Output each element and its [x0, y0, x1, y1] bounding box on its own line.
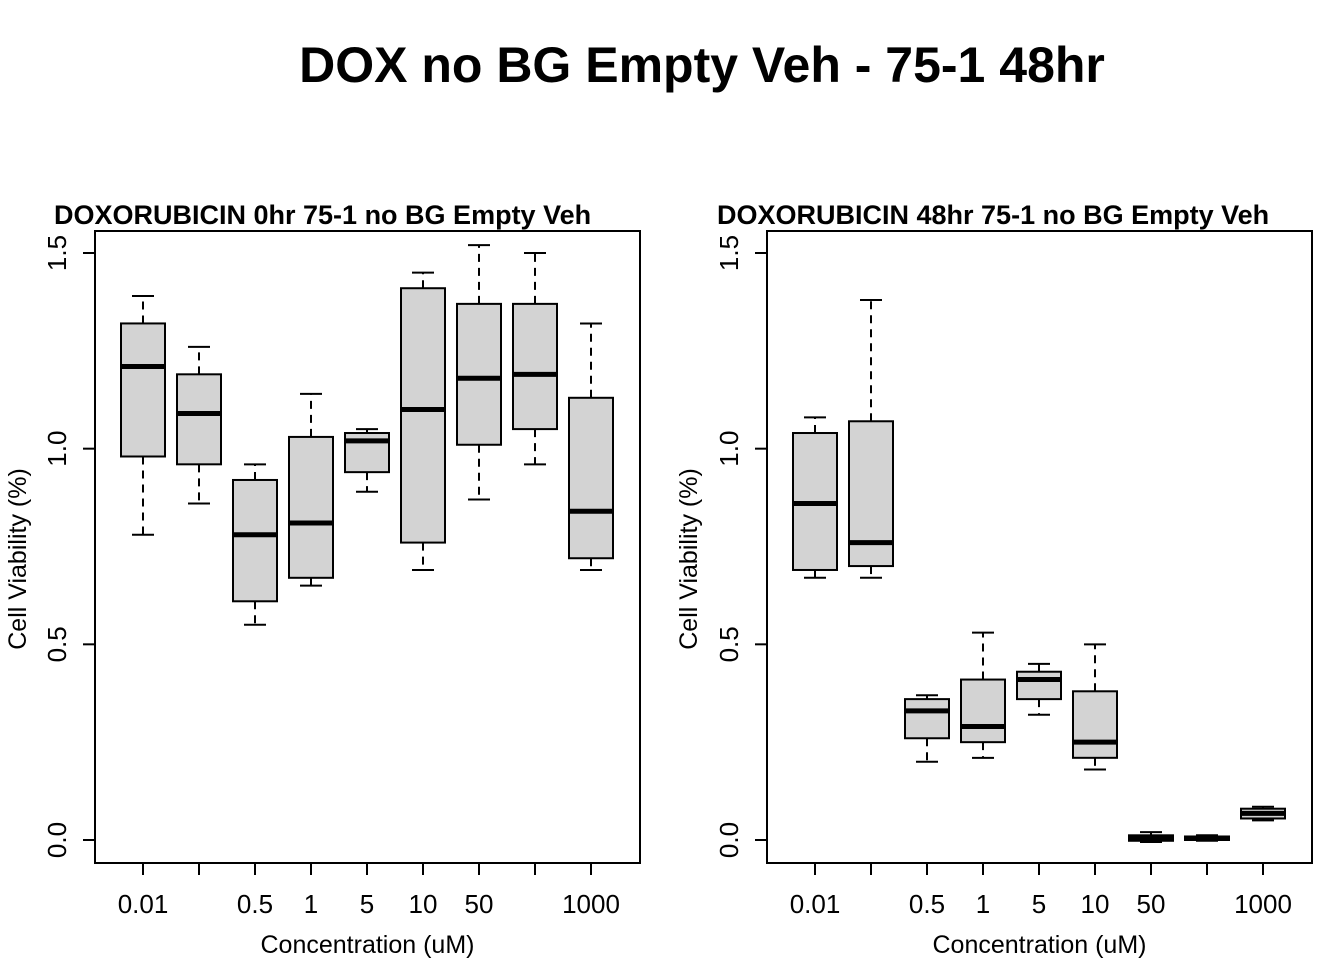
x-tick-label: 10	[1081, 889, 1110, 919]
box-iqr	[568, 396, 614, 560]
x-axis: 0.01 0.5 1 5 10 50 1000	[118, 862, 620, 919]
y-axis-label: Cell Viability (%)	[675, 468, 703, 650]
box-3	[904, 694, 950, 763]
x-axis-label: Concentration (uM)	[261, 931, 475, 959]
x-tick-label: 1000	[1234, 889, 1292, 919]
x-tick-label: 5	[1032, 889, 1046, 919]
figure-title: DOX no BG Empty Veh - 75-1 48hr	[299, 37, 1105, 93]
box-6	[1072, 643, 1118, 771]
x-tick-label: 0.01	[790, 889, 841, 919]
y-tick-label: 0.5	[714, 626, 744, 662]
y-axis: 0.0 0.5 1.0 1.5	[42, 235, 96, 858]
plot-frame	[94, 230, 641, 864]
y-tick-label: 1.0	[714, 431, 744, 467]
chart-title: DOXORUBICIN 48hr 75-1 no BG Empty Veh	[717, 200, 1269, 230]
box-9	[1240, 805, 1286, 822]
x-tick-label: 1	[304, 889, 318, 919]
x-tick-label: 1000	[562, 889, 620, 919]
box-7	[1128, 831, 1174, 843]
box-iqr	[232, 478, 278, 603]
box-iqr	[1072, 690, 1118, 759]
box-iqr	[512, 302, 558, 431]
x-tick-label: 1	[976, 889, 990, 919]
box-iqr	[960, 678, 1006, 744]
y-tick-label: 0.0	[714, 822, 744, 858]
y-tick-label: 1.5	[42, 235, 72, 271]
box-8	[512, 252, 558, 466]
box-1	[120, 295, 166, 536]
y-tick-label: 0.5	[42, 626, 72, 662]
x-tick-label: 0.5	[909, 889, 945, 919]
box-1	[792, 416, 838, 579]
x-axis-label: Concentration (uM)	[933, 931, 1147, 959]
chart-panel-2: DOXORUBICIN 48hr 75-1 no BG Empty Veh 0.0…	[675, 200, 1313, 959]
box-iqr	[456, 302, 502, 446]
box-4	[288, 392, 334, 587]
box-3	[232, 463, 278, 626]
box-2	[176, 345, 222, 505]
x-tick-label: 0.01	[118, 889, 169, 919]
box-5	[344, 428, 390, 493]
box-4	[960, 631, 1006, 759]
x-tick-label: 0.5	[237, 889, 273, 919]
chart-panel-1: DOXORUBICIN 0hr 75-1 no BG Empty Veh0.00…	[4, 200, 641, 959]
y-tick-label: 0.0	[42, 822, 72, 858]
box-6	[400, 271, 446, 571]
box-7	[456, 244, 502, 501]
chart-title: DOXORUBICIN 0hr 75-1 no BG Empty Veh	[54, 200, 591, 230]
x-tick-label: 50	[465, 889, 494, 919]
x-tick-label: 50	[1137, 889, 1166, 919]
y-axis: 0.0 0.5 1.0 1.5	[714, 235, 768, 858]
x-axis: 0.01 0.5 1 5 10 50 1000	[790, 862, 1292, 919]
box-iqr	[288, 435, 334, 579]
x-tick-label: 10	[409, 889, 438, 919]
x-tick-label: 5	[360, 889, 374, 919]
box-iqr	[120, 322, 166, 458]
box-2	[848, 298, 894, 579]
y-tick-label: 1.5	[714, 235, 744, 271]
box-iqr	[400, 287, 446, 544]
box-9	[568, 322, 614, 571]
y-axis-label: Cell Viability (%)	[4, 468, 32, 650]
box-iqr	[904, 698, 950, 740]
box-iqr	[1016, 670, 1062, 701]
box-5	[1016, 662, 1062, 716]
box-iqr	[176, 373, 222, 466]
box-8	[1184, 834, 1230, 842]
y-tick-label: 1.0	[42, 431, 72, 467]
